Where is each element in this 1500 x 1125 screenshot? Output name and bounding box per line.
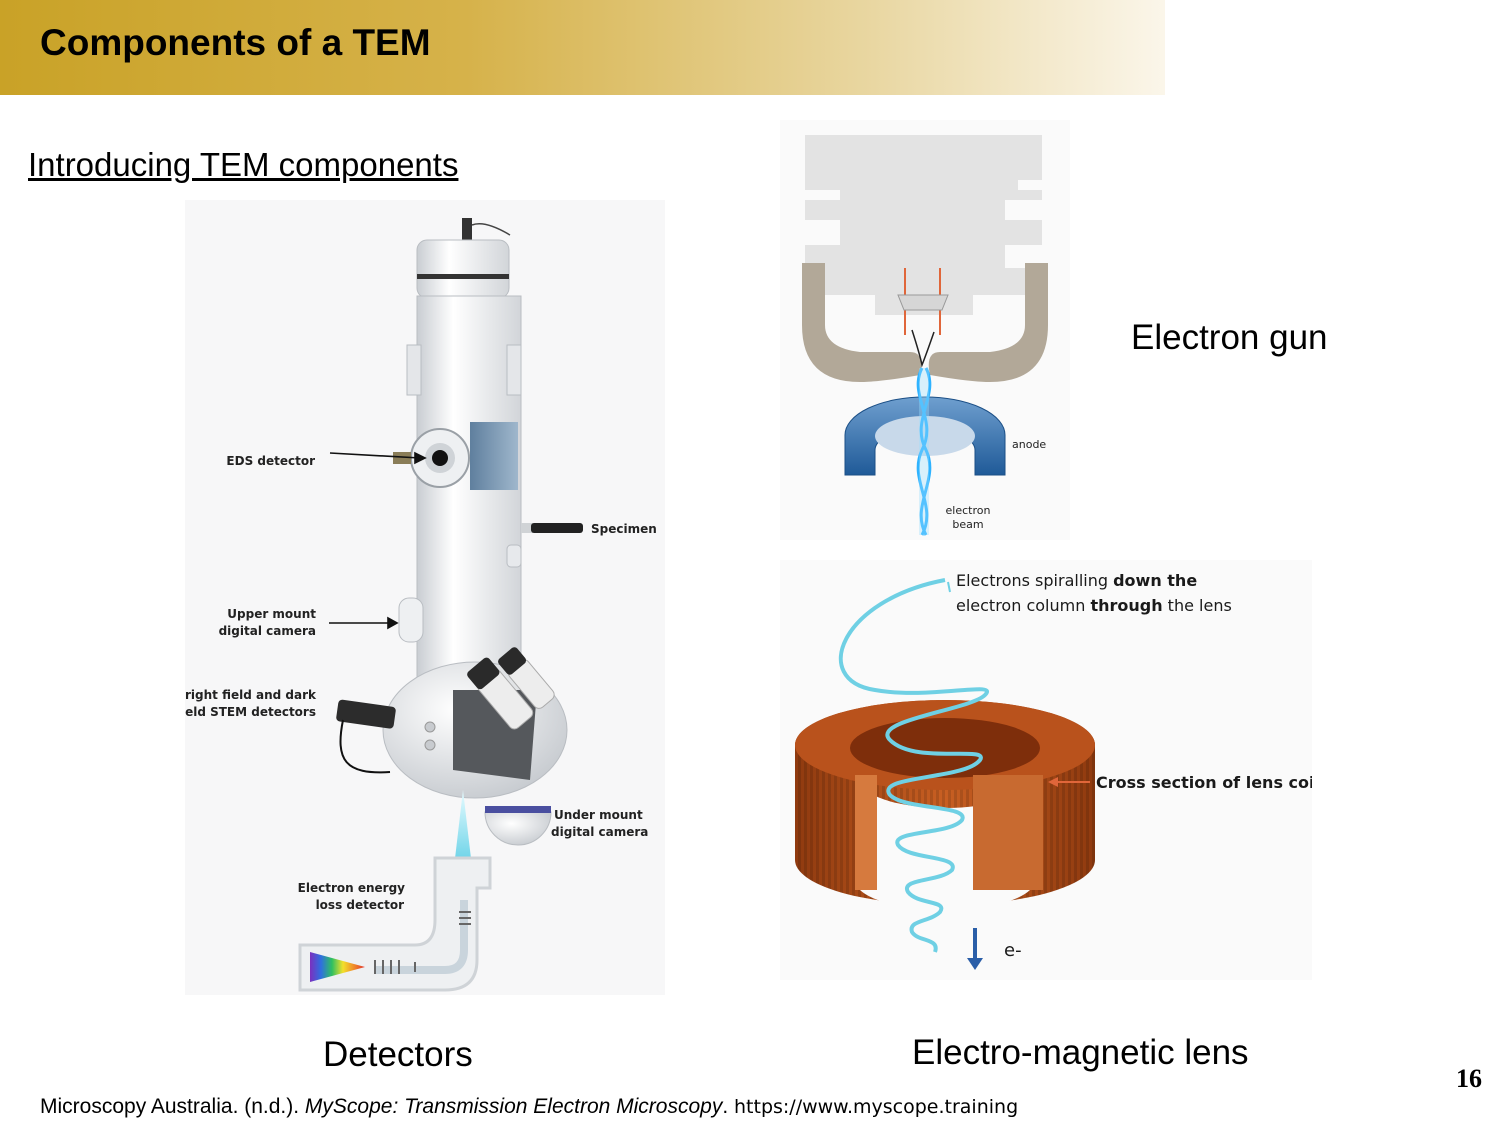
- label-eds-detector: EDS detector: [226, 454, 315, 468]
- label-under-mount-2: digital camera: [551, 825, 648, 839]
- label-spiralling-2: electron column through the lens: [956, 596, 1232, 615]
- label-specimen: Specimen: [591, 522, 657, 536]
- title-banner: [0, 0, 1165, 95]
- label-eels-2: loss detector: [316, 898, 405, 912]
- electromagnetic-lens-diagram: e- Electrons spiralling down the electro…: [780, 560, 1312, 980]
- slide-subtitle: Introducing TEM components: [28, 146, 459, 183]
- label-electron: e-: [1004, 940, 1022, 961]
- citation: Microscopy Australia. (n.d.). MyScope: T…: [40, 1095, 1018, 1119]
- caption-electron-gun: Electron gun: [1131, 318, 1328, 357]
- label-electron-beam-1: electron: [946, 504, 991, 517]
- tem-detectors-diagram: EDS detector Specimen Upper mount digita…: [185, 200, 665, 995]
- caption-detectors: Detectors: [323, 1035, 473, 1074]
- electron-gun-diagram: anode electron beam: [780, 120, 1070, 540]
- label-stem-1: Bright field and dark: [185, 688, 317, 702]
- citation-work: MyScope: Transmission Electron Microscop…: [304, 1095, 723, 1118]
- label-eels-1: Electron energy: [298, 881, 406, 895]
- label-spiralling-1: Electrons spiralling down the: [956, 571, 1197, 590]
- label-upper-mount-1: Upper mount: [227, 607, 316, 621]
- label-anode: anode: [1012, 438, 1046, 451]
- citation-separator: .: [722, 1095, 734, 1118]
- label-upper-mount-2: digital camera: [219, 624, 316, 638]
- citation-authors: Microscopy Australia. (n.d.).: [40, 1095, 305, 1118]
- citation-url: https://www.myscope.training: [734, 1096, 1019, 1118]
- label-stem-2: field STEM detectors: [185, 705, 316, 719]
- caption-electromagnetic-lens: Electro-magnetic lens: [912, 1033, 1249, 1072]
- slide-title: Components of a TEM: [40, 22, 431, 63]
- page-number: 16: [1456, 1064, 1482, 1093]
- label-electron-beam-2: beam: [952, 518, 983, 531]
- label-lens-coil: Cross section of lens coil: [1096, 773, 1312, 792]
- label-under-mount-1: Under mount: [554, 808, 643, 822]
